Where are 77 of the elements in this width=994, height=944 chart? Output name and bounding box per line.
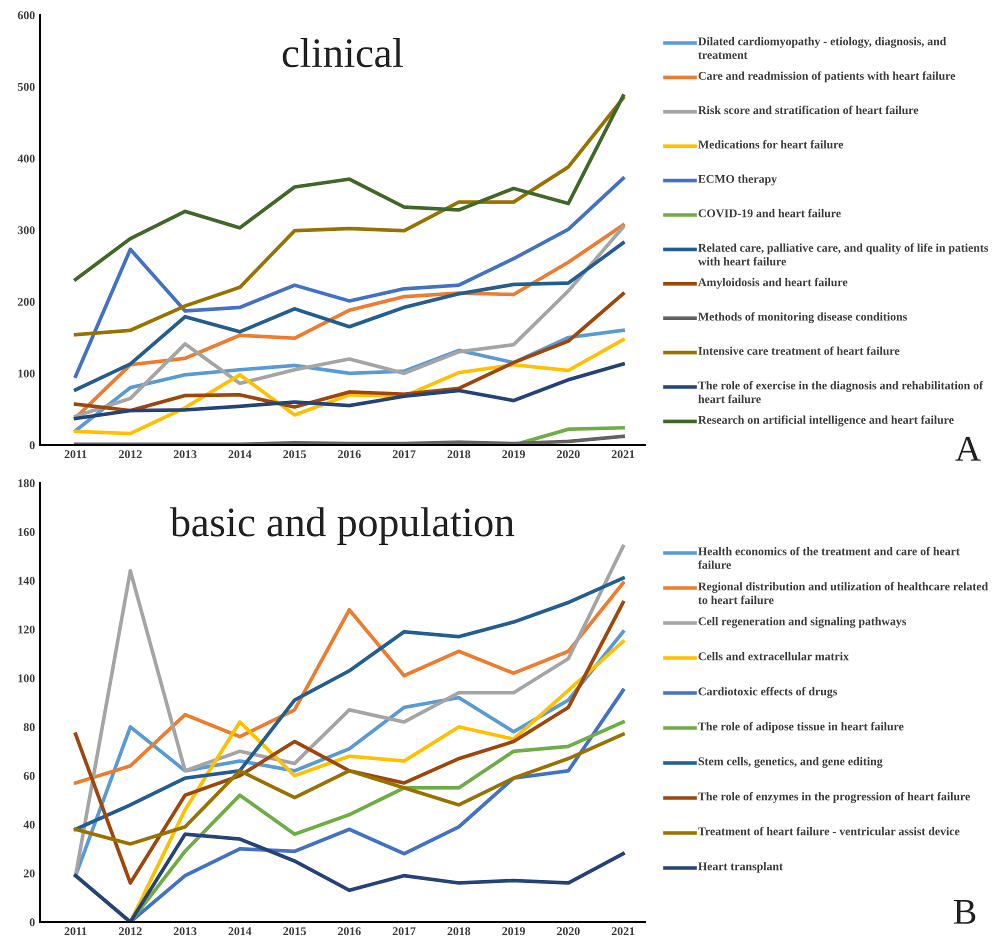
x-tick-label: 2015	[283, 450, 306, 458]
text: A	[955, 436, 981, 461]
line-series	[74, 94, 625, 282]
legend-label: Dilated cardiomyopathy - etiology, diagnosis, and treatment	[698, 37, 946, 59]
legend-label: Intensive care treatment of heart failure	[698, 346, 900, 355]
legend-label: Methods of monitoring disease conditions	[698, 312, 907, 324]
y-tick-label: 160	[18, 528, 35, 536]
legend-label: Care and readmission of patients with heart failure	[698, 71, 956, 82]
x-tick-label: 2018	[448, 927, 470, 936]
x-tick-label: 2019	[502, 927, 525, 936]
x-tick-label: 2015	[283, 927, 306, 936]
text: B	[954, 900, 976, 924]
legend-label: The role of enzymes in the progression of heart failure	[698, 792, 970, 803]
line-series	[74, 576, 625, 832]
y-tick-label: 400	[18, 154, 35, 163]
x-tick-label: 2011	[64, 450, 86, 458]
legend-label: COVID-19 and heart failure	[698, 208, 841, 218]
legend-label: Amyloidosis and heart failure	[698, 278, 848, 289]
line-series	[74, 292, 625, 412]
x-tick-label: 2021	[612, 927, 634, 936]
legend-label: ECMO therapy	[698, 174, 777, 186]
y-tick-label: 40	[23, 820, 35, 829]
line-series	[74, 176, 625, 378]
line-series	[74, 96, 625, 336]
legend-label: Heart transplant	[698, 862, 783, 873]
x-tick-label: 2012	[119, 927, 142, 936]
y-tick-label: 200	[18, 298, 35, 306]
y-tick-label: 0	[30, 918, 35, 926]
legend-label: Risk score and stratification of heart failure	[698, 106, 918, 114]
legend-label: Cardiotoxic effects of drugs	[698, 687, 838, 698]
line-series	[74, 434, 625, 445]
x-tick-label: 2014	[228, 927, 252, 936]
line-series	[74, 241, 625, 392]
y-tick-label: 80	[24, 723, 35, 732]
x-tick-label: 2014	[228, 450, 252, 458]
line-series	[74, 732, 625, 846]
legend-label: Cell regeneration and signaling pathways	[698, 617, 906, 628]
x-tick-label: 2013	[174, 927, 196, 936]
text: basic and population	[170, 507, 514, 545]
x-tick-label: 2012	[119, 450, 142, 458]
x-tick-label: 2016	[338, 450, 361, 458]
y-tick-label: 20	[24, 869, 35, 878]
chart-title: clinical	[282, 38, 403, 68]
legend-label: Stem cells, genetics, and gene editing	[698, 757, 882, 768]
legend-label: The role of adipose tissue in heart failure	[698, 722, 904, 733]
x-tick-label: 2020	[557, 927, 580, 936]
x-tick-label: 2021	[612, 450, 634, 458]
y-tick-label: 0	[30, 441, 35, 450]
y-tick-label: 140	[18, 576, 35, 585]
y-tick-label: 500	[18, 82, 35, 91]
x-tick-label: 2020	[557, 450, 580, 458]
legend-label: Regional distribution and utilization of healthcare related to heart failure	[698, 582, 988, 604]
legend-label: Treatment of heart failure - ventricular assist device	[698, 826, 960, 836]
x-tick-label: 2016	[338, 927, 361, 936]
x-tick-label: 2013	[174, 450, 196, 458]
y-tick-label: 60	[24, 772, 35, 780]
y-tick-label: 100	[18, 370, 35, 378]
y-tick-label: 180	[18, 479, 35, 488]
y-tick-label: 600	[18, 11, 35, 20]
legend-label: Related care, palliative care, and quality of life in patients with heart failure	[698, 243, 988, 266]
x-tick-label: 2017	[392, 927, 416, 936]
legend-label: The role of exercise in the diagnosis and rehabilitation of heart failure	[698, 381, 984, 404]
x-tick-label: 2011	[64, 927, 86, 936]
legend-label: Research on artificial intelligence and heart failure	[698, 415, 954, 426]
legend-label: Health economics of the treatment and care of heart failure	[698, 546, 960, 569]
x-tick-label: 2019	[502, 450, 525, 458]
y-tick-label: 300	[18, 226, 35, 234]
x-tick-label: 2017	[392, 450, 416, 458]
line-series	[74, 581, 625, 785]
line-series	[74, 832, 625, 922]
y-tick-label: 100	[18, 674, 35, 682]
y-tick-label: 120	[18, 626, 35, 634]
legend-label: Cells and extracellular matrix	[698, 652, 849, 660]
legend-label: Medications for heart failure	[698, 140, 844, 149]
x-tick-label: 2018	[448, 450, 470, 458]
line-series	[74, 544, 625, 878]
line-series	[74, 362, 625, 420]
